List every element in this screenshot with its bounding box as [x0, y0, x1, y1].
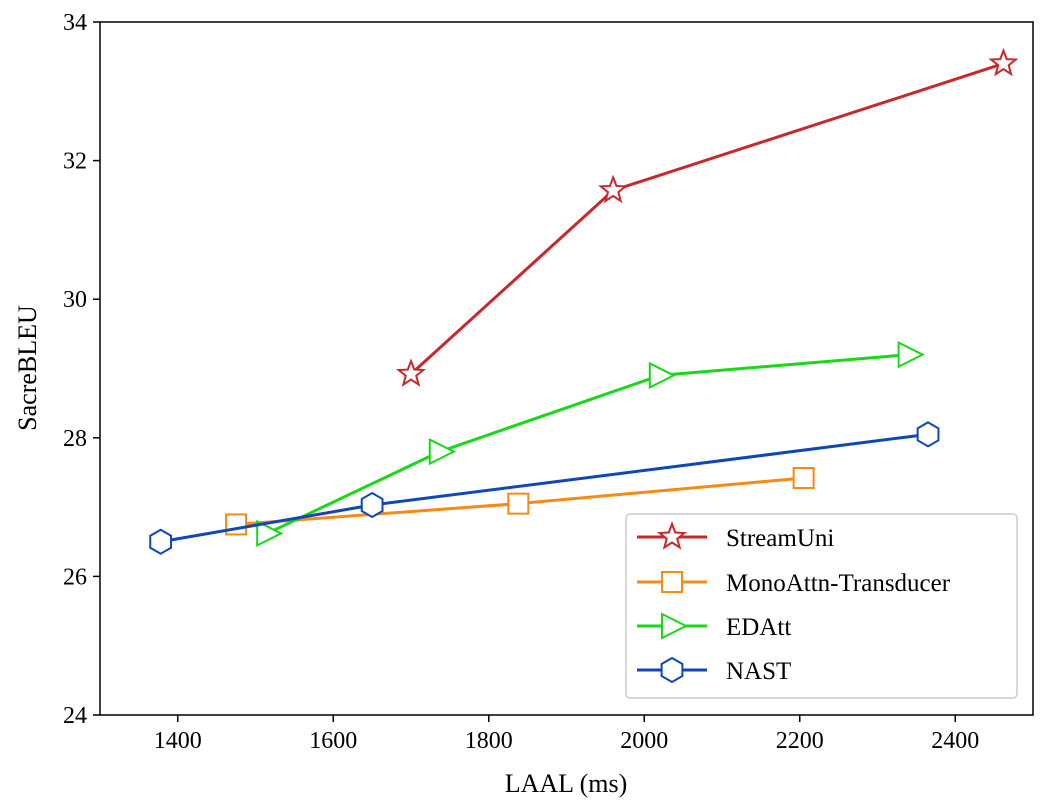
y-tick-label: 26 — [63, 564, 87, 590]
legend-entry-edatt: EDAtt — [637, 612, 791, 641]
series-edatt — [256, 341, 925, 548]
legend-label: MonoAttn-Transducer — [726, 570, 951, 597]
series-monoattn-transducer — [225, 466, 815, 536]
legend-entry-streamuni: StreamUni — [637, 521, 834, 552]
y-tick-label: 30 — [63, 287, 87, 313]
y-tick-label: 32 — [63, 149, 87, 175]
data-point-monoattn-transducer — [225, 513, 248, 536]
data-point-streamuni — [598, 174, 629, 204]
legend-marker-monoattn-transducer — [661, 571, 683, 593]
legend-entry-monoattn-transducer: MonoAttn-Transducer — [637, 570, 951, 597]
data-point-streamuni — [395, 358, 427, 387]
legend-label: StreamUni — [726, 525, 834, 552]
y-tick-label: 24 — [63, 703, 87, 729]
legend-label: NAST — [726, 658, 791, 685]
x-axis: 1400 1600 1800 2000 2200 2400 — [154, 715, 979, 754]
y-tick-label: 34 — [63, 10, 87, 36]
legend-marker-edatt — [661, 612, 689, 640]
x-tick-label: 1600 — [309, 728, 357, 754]
series-layer — [149, 47, 1019, 555]
x-tick-label: 1400 — [154, 728, 202, 754]
legend-marker-streamuni — [656, 521, 688, 550]
y-tick-label: 28 — [63, 426, 87, 452]
data-point-nast — [360, 491, 384, 519]
legend-frame — [625, 513, 1018, 699]
y-axis-label: SacreBLEU — [13, 305, 42, 431]
data-point-monoattn-transducer — [507, 492, 530, 515]
data-point-edatt — [897, 341, 925, 369]
y-axis: 24 26 28 30 32 34 — [63, 10, 100, 729]
legend-entry-nast: NAST — [637, 656, 791, 685]
series-streamuni — [395, 47, 1019, 387]
data-point-edatt — [428, 438, 457, 466]
series-nast — [149, 421, 940, 555]
x-tick-label: 2400 — [931, 728, 979, 754]
x-tick-label: 2200 — [776, 728, 824, 754]
data-point-monoattn-transducer — [792, 466, 815, 489]
data-point-streamuni — [988, 47, 1019, 77]
legend-label: EDAtt — [726, 614, 791, 641]
data-point-nast — [916, 421, 940, 448]
data-point-edatt — [256, 519, 284, 548]
x-axis-label: LAAL (ms) — [505, 769, 628, 798]
data-point-nast — [149, 528, 173, 555]
series-line-edatt — [266, 353, 909, 535]
legend: StreamUni MonoAttn-Transducer EDAtt NAST — [625, 513, 1018, 699]
x-tick-label: 1800 — [465, 728, 513, 754]
x-tick-label: 2000 — [620, 728, 668, 754]
legend-marker-nast — [660, 656, 684, 684]
data-point-edatt — [648, 361, 677, 390]
